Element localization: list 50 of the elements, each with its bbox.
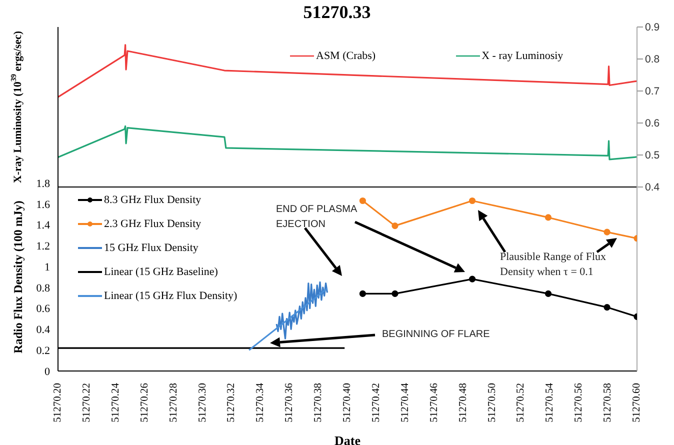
y-tick-label: 0.4 — [36, 324, 50, 336]
x-tick-label: 51270.50 — [486, 383, 498, 422]
legend-label: 8.3 GHz Flux Density — [104, 194, 202, 206]
x-tick-label: 51270.32 — [226, 383, 238, 422]
y-tick-label: 0.8 — [645, 54, 660, 66]
chart-title: 51270.33 — [302, 2, 372, 23]
y-tick-label: 0.5 — [645, 150, 660, 162]
x-tick-label: 51270.58 — [602, 383, 614, 422]
x-tick-label: 51270.48 — [458, 383, 469, 422]
x-tick-label: 51270.60 — [632, 383, 642, 422]
x-tick-label: 51270.40 — [342, 383, 353, 422]
x-tick-label: 51270.24 — [110, 382, 122, 422]
y-tick-label: 1.8 — [36, 178, 50, 190]
x-tick-label: 51270.42 — [370, 383, 382, 422]
annotation: Plausible Range of Flux Density when τ = 0.1 — [500, 250, 608, 280]
legend-label: Linear (15 GHz Baseline) — [104, 266, 218, 278]
legend-label: X - ray Luminosiy — [482, 50, 564, 62]
y-tick-label: 1.4 — [36, 220, 50, 232]
x-tick-label: 51270.44 — [400, 382, 411, 422]
x-tick-label: 51270.34 — [255, 382, 266, 422]
x-tick-label: 51270.20 — [52, 383, 64, 422]
x-tick-label: 51270.56 — [574, 383, 585, 422]
y-tick-label: 1.2 — [36, 240, 50, 253]
y-tick-label: 0.2 — [36, 345, 50, 358]
y-tick-label: 0.6 — [36, 303, 50, 316]
x-tick-label: 51270.36 — [284, 383, 296, 422]
y-tick-label: 1 — [44, 261, 50, 274]
x-tick-label: 51270.26 — [139, 383, 150, 422]
y-tick-label: 0 — [44, 366, 50, 378]
x-tick-label: 51270.46 — [428, 383, 440, 422]
y-axis-title: Radio Flux Density (100 mJy) — [11, 200, 25, 354]
y-tick-label: 0.9 — [645, 22, 660, 34]
legend-label: 15 GHz Flux Density — [104, 242, 198, 254]
x-tick-label: 51270.30 — [197, 383, 208, 422]
y-tick-label: 1.6 — [36, 198, 50, 211]
legend-label: Linear (15 GHz Flux Density) — [104, 290, 238, 302]
annotation: END OF PLASMA EJECTION — [276, 203, 358, 232]
x-tick-label: 51270.28 — [168, 383, 180, 422]
y-tick-label: 0.4 — [645, 182, 660, 194]
x-tick-label: 51270.22 — [81, 383, 92, 422]
y-tick-label: 0.6 — [645, 118, 660, 130]
annotation: BEGINNING OF FLARE — [382, 328, 491, 342]
y-tick-label: 0.8 — [36, 282, 50, 294]
y-tick-label: 0.7 — [645, 86, 660, 98]
x-axis-title: Date — [334, 433, 361, 445]
legend-label: ASM (Crabs) — [316, 50, 376, 62]
x-tick-label: 51270.54 — [544, 382, 556, 422]
x-tick-label: 51270.52 — [516, 383, 527, 422]
x-tick-label: 51270.38 — [313, 383, 324, 422]
legend-label: 2.3 GHz Flux Density — [104, 218, 202, 230]
